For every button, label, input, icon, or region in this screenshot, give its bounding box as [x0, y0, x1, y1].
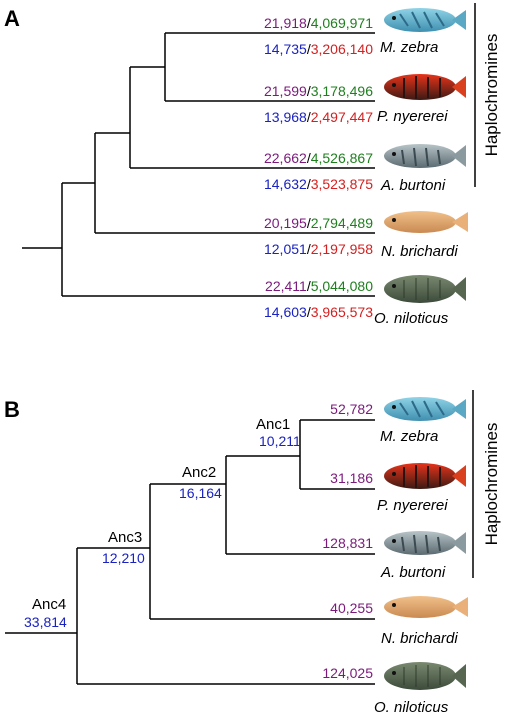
a-aburtoni-top-a: 22,662	[264, 150, 307, 166]
a-mzebra-bot-a: 14,735	[264, 41, 307, 57]
panel-b-tree	[5, 419, 375, 685]
panel-a-tip-nbrichardi: 20,195/2,794,489 12,051/2,197,958	[264, 215, 373, 257]
a-nbrichardi-bot-a: 12,051	[264, 241, 307, 257]
a-aburtoni-top-b: 4,526,867	[311, 150, 373, 166]
svg-text:14,603/3,965,573: 14,603/3,965,573	[264, 304, 373, 320]
a-oniloticus-top-a: 22,411	[265, 278, 307, 294]
svg-text:14,735/3,206,140: 14,735/3,206,140	[264, 41, 373, 57]
species-label-oniloticus-a: O. niloticus	[374, 310, 449, 327]
svg-text:12,051/2,197,958: 12,051/2,197,958	[264, 241, 373, 257]
node-value-anc2: 16,164	[179, 485, 222, 501]
a-nbrichardi-bot-b: 2,197,958	[311, 241, 373, 257]
a-oniloticus-bot-a: 14,603	[264, 304, 307, 320]
a-aburtoni-bot-b: 3,523,875	[311, 176, 373, 192]
fish-image-pnyererei-b	[384, 463, 466, 489]
species-label-pnyererei-b: P. nyererei	[377, 497, 448, 514]
species-label-pnyererei-a: P. nyererei	[377, 108, 448, 125]
a-oniloticus-top-b: 5,044,080	[311, 278, 373, 294]
a-pnyererei-top-b: 3,178,496	[311, 83, 373, 99]
species-label-mzebra-a: M. zebra	[380, 39, 438, 56]
b-aburtoni-value: 128,831	[322, 535, 373, 551]
node-label-anc2: Anc2	[182, 464, 216, 481]
a-nbrichardi-top-a: 20,195	[264, 215, 307, 231]
svg-text:21,918/4,069,971: 21,918/4,069,971	[264, 15, 373, 31]
fish-image-mzebra-b	[384, 397, 466, 421]
species-label-aburtoni-b: A. burtoni	[380, 564, 446, 581]
a-pnyererei-top-a: 21,599	[264, 83, 307, 99]
species-label-oniloticus-b: O. niloticus	[374, 699, 449, 716]
a-aburtoni-bot-a: 14,632	[264, 176, 307, 192]
svg-text:22,662/4,526,867: 22,662/4,526,867	[264, 150, 373, 166]
panel-a-tip-aburtoni: 22,662/4,526,867 14,632/3,523,875	[264, 150, 373, 192]
node-value-anc3: 12,210	[102, 550, 145, 566]
node-label-anc3: Anc3	[108, 529, 142, 546]
fish-image-pnyererei-a	[384, 74, 466, 100]
fish-image-aburtoni-a	[384, 144, 466, 168]
species-label-nbrichardi-b: N. brichardi	[381, 630, 458, 647]
b-nbrichardi-value: 40,255	[330, 600, 373, 616]
b-mzebra-value: 52,782	[330, 401, 373, 417]
species-label-mzebra-b: M. zebra	[380, 428, 438, 445]
panel-b-clade-label: Haplochromines	[482, 423, 501, 546]
a-nbrichardi-top-b: 2,794,489	[311, 215, 373, 231]
panel-a-tip-mzebra: 21,918/4,069,971 14,735/3,206,140	[264, 15, 373, 57]
panel-a-tree	[22, 32, 375, 297]
panel-a-label: A	[4, 6, 20, 31]
fish-image-aburtoni-b	[384, 531, 466, 555]
panel-a-tip-oniloticus: 22,411/5,044,080 14,603/3,965,573	[264, 278, 373, 320]
node-label-anc1: Anc1	[256, 416, 290, 433]
fish-image-nbrichardi-a	[384, 211, 468, 233]
svg-text:13,968/2,497,447: 13,968/2,497,447	[264, 109, 373, 125]
a-mzebra-top-a: 21,918	[264, 15, 307, 31]
fish-image-nbrichardi-b	[384, 596, 468, 618]
svg-text:21,599/3,178,496: 21,599/3,178,496	[264, 83, 373, 99]
species-label-nbrichardi-a: N. brichardi	[381, 243, 458, 260]
b-oniloticus-value: 124,025	[322, 665, 373, 681]
panel-a-clade-label: Haplochromines	[482, 34, 501, 157]
node-value-anc1: 10,211	[259, 433, 301, 449]
panel-a-tip-pnyererei: 21,599/3,178,496 13,968/2,497,447	[264, 83, 373, 125]
fish-image-oniloticus-a	[384, 275, 466, 303]
fish-image-oniloticus-b	[384, 662, 466, 690]
svg-text:14,632/3,523,875: 14,632/3,523,875	[264, 176, 373, 192]
b-pnyererei-value: 31,186	[330, 470, 373, 486]
panel-b-label: B	[4, 397, 20, 422]
svg-text:20,195/2,794,489: 20,195/2,794,489	[264, 215, 373, 231]
a-mzebra-top-b: 4,069,971	[311, 15, 373, 31]
a-mzebra-bot-b: 3,206,140	[311, 41, 373, 57]
a-pnyererei-bot-a: 13,968	[264, 109, 307, 125]
species-label-aburtoni-a: A. burtoni	[380, 177, 446, 194]
fish-image-mzebra-a	[384, 8, 466, 32]
node-label-anc4: Anc4	[32, 596, 66, 613]
a-oniloticus-bot-b: 3,965,573	[311, 304, 373, 320]
node-value-anc4: 33,814	[24, 614, 67, 630]
a-pnyererei-bot-b: 2,497,447	[311, 109, 373, 125]
svg-text:22,411/5,044,080: 22,411/5,044,080	[265, 278, 373, 294]
